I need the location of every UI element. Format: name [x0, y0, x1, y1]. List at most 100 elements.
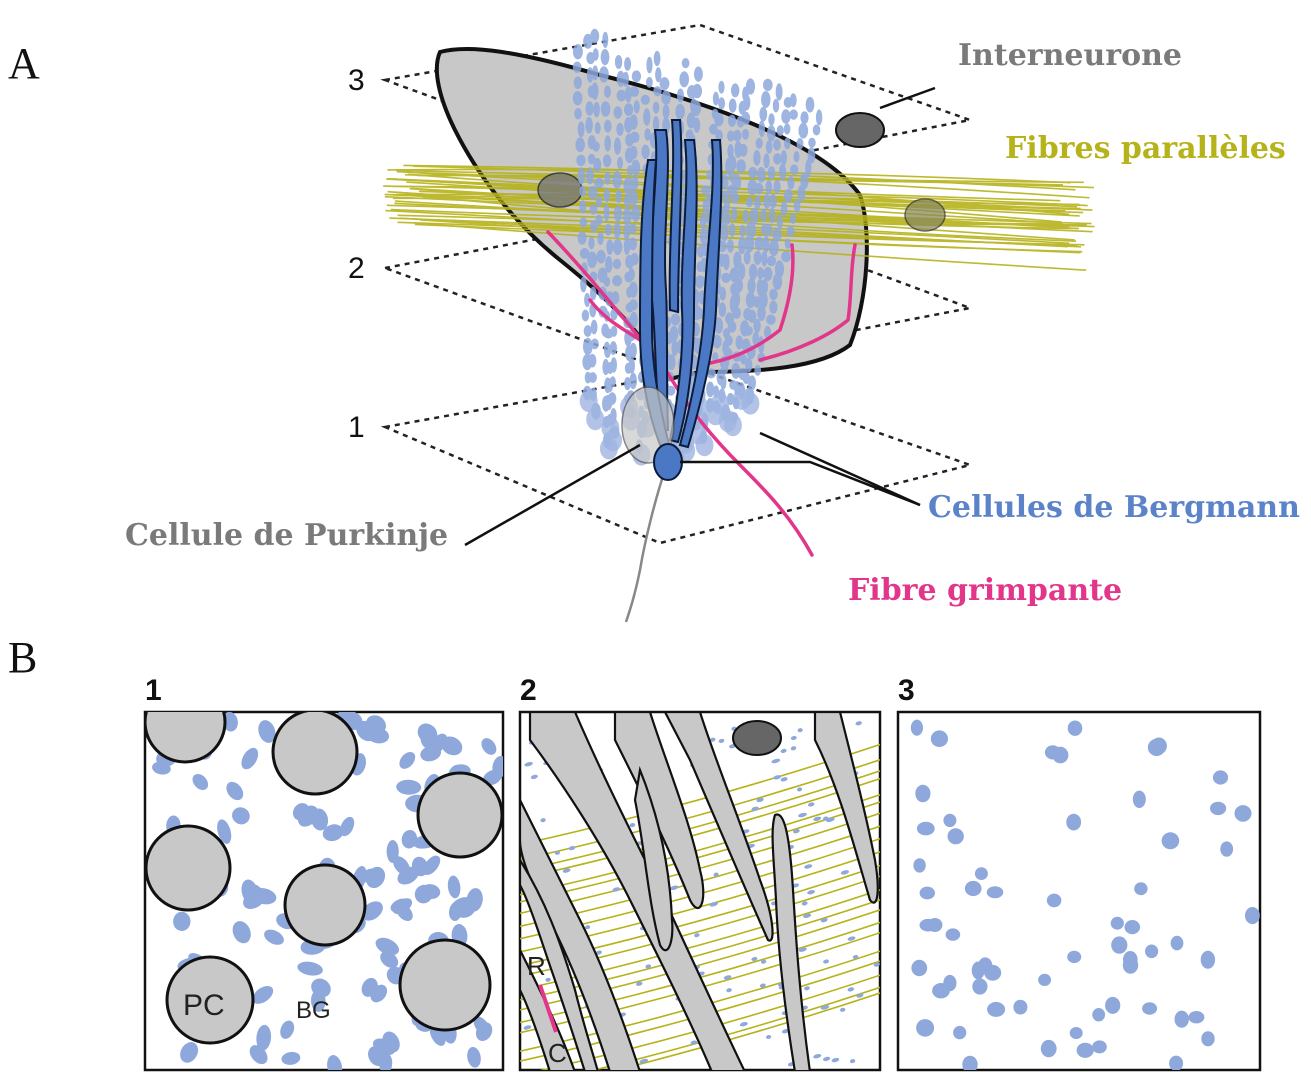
bergmann-fibre-segment	[784, 137, 791, 150]
bergmann-fibre-segment	[797, 184, 806, 202]
bergmann-fibre-tip	[1201, 1031, 1215, 1047]
bergmann-fibre-dash	[797, 728, 803, 733]
bergmann-fibre-segment	[616, 122, 624, 136]
bergmann-fibre-dash	[840, 870, 849, 875]
bergmann-fibre-segment	[697, 275, 705, 287]
bergmann-fibre-segment	[611, 291, 620, 305]
bergmann-fibre-dash	[802, 1005, 808, 1010]
bergmann-fibre-segment	[761, 91, 771, 108]
bergmann-fibre-segment	[628, 268, 635, 281]
bergmann-fibre-segment	[589, 387, 597, 401]
bergmann-fibre-dash	[773, 775, 782, 780]
bergmann-fibre-dash	[856, 993, 864, 998]
bergmann-fibre-segment	[581, 309, 590, 322]
bergmann-fibre-tip	[916, 1019, 935, 1037]
bergmann-fibre-segment	[612, 258, 622, 270]
bergmann-fibre-tip	[1132, 790, 1146, 808]
bergmann-cell-body	[586, 408, 605, 431]
bergmann-fibre-dash	[840, 1007, 846, 1012]
bergmann-fibre-dash	[756, 797, 764, 803]
bergmann-fibre-dash	[822, 1056, 831, 1062]
bergmann-fibre-tip	[943, 813, 957, 828]
parallel-fibre-line	[520, 777, 880, 880]
bergmann-glia-section	[360, 868, 378, 883]
bergmann-fibre-dash	[807, 890, 815, 895]
bergmann-fibre-segment	[753, 296, 760, 308]
bergmann-fibre-segment	[590, 319, 598, 335]
bergmann-fibre-segment	[761, 250, 768, 267]
bergmann-fibre-segment	[583, 325, 592, 337]
bergmann-glia-section	[280, 1020, 295, 1039]
bergmann-fibre-dash	[718, 738, 725, 743]
panel-b-letter: B	[8, 633, 37, 682]
bergmann-fibre-tip	[1069, 1027, 1083, 1039]
bergmann-fibre-dash	[759, 983, 766, 988]
bergmann-fibre-tip	[1134, 882, 1148, 896]
bergmann-fibre-segment	[720, 223, 729, 242]
bergmann-fibre-segment	[659, 77, 670, 91]
panel-a: 3 2 1 Interneurone Fibres parallèles Cel…	[125, 23, 1300, 623]
bergmann-fibre-segment	[691, 100, 701, 117]
bergmann-fibre-segment	[602, 31, 609, 48]
pc-label: PC	[183, 989, 225, 1022]
bergmann-fibre-segment	[765, 140, 773, 154]
bergmann-fibre-tip	[1111, 936, 1128, 954]
bergmann-fibre-segment	[739, 225, 746, 237]
bergmann-fibre-segment	[589, 286, 597, 301]
bergmann-fibre-segment	[743, 325, 753, 336]
bergmann-fibre-dash	[823, 816, 829, 821]
interneurone-cell	[732, 720, 782, 756]
bergmann-fibre-segment	[721, 272, 731, 283]
bergmann-fibre-dash	[798, 947, 807, 952]
bergmann-fibre-dash	[823, 959, 830, 964]
plane-2-label: 2	[348, 252, 365, 285]
bergmann-fibre-segment	[753, 318, 761, 333]
bergmann-fibre-segment	[805, 96, 815, 113]
bergmann-fibre-dash	[803, 913, 812, 919]
interneurone-label: Interneurone	[958, 38, 1182, 73]
bergmann-fibre-segment	[786, 225, 795, 237]
bergmann-fibre-dash	[694, 933, 700, 938]
purkinje-dendrite-sections	[520, 712, 879, 1070]
bergmann-fibre-segment	[579, 200, 587, 214]
purkinje-soma	[653, 443, 683, 481]
bergmann-fibre-segment	[600, 49, 610, 66]
bergmann-fibre-dash	[554, 850, 560, 855]
bergmann-fibre-segment	[754, 236, 764, 251]
bergmann-fibre-segment	[780, 200, 788, 217]
bergmann-fibre-segment	[579, 185, 586, 197]
bergmann-fibre-tip	[1067, 950, 1082, 964]
bergmann-fibre-tip	[1174, 1010, 1189, 1028]
bergmann-fibre-segment	[732, 129, 742, 142]
bergmann-fibre-segment	[738, 236, 746, 255]
purkinje-axon	[624, 469, 667, 623]
bergmann-fibre-segment	[709, 123, 718, 135]
bergmann-fibre-dash	[852, 954, 859, 960]
bergmann-fibre-segment	[629, 86, 640, 97]
cellule-purkinje-label: Cellule de Purkinje	[125, 518, 448, 553]
bergmann-fibre-tip	[1142, 1002, 1158, 1015]
bergmann-fibre-segment	[624, 57, 632, 71]
parallel-fibre-line	[520, 770, 880, 872]
bergmann-fibre-tip	[911, 959, 928, 977]
bergmann-fibre-segment	[604, 135, 611, 152]
bergmann-fibre-segment	[653, 86, 662, 97]
bergmann-fibre-segment	[714, 112, 724, 127]
fibre-grimpante-label: Fibre grimpante	[848, 573, 1122, 608]
bergmann-glia-section	[232, 921, 251, 944]
bergmann-fibre-segment	[738, 263, 746, 280]
bergmann-fibre-segment	[629, 131, 640, 143]
bergmann-glia-section	[375, 937, 400, 956]
bergmann-glia-section	[366, 727, 390, 744]
bergmann-fibre-segment	[590, 338, 599, 350]
bergmann-fibre-segment	[609, 376, 616, 388]
bergmann-fibre-segment	[772, 98, 780, 113]
bergmann-fibre-segment	[718, 302, 727, 318]
bergmann-fibre-segment	[610, 357, 617, 373]
bergmann-fibre-segment	[695, 307, 705, 320]
bergmann-fibre-segment	[624, 377, 631, 391]
bergmann-fibre-dash	[595, 950, 602, 955]
bergmann-fibre-segment	[748, 167, 758, 179]
bergmann-fibre-segment	[769, 288, 778, 301]
bergmann-fibre-segment	[712, 91, 720, 106]
